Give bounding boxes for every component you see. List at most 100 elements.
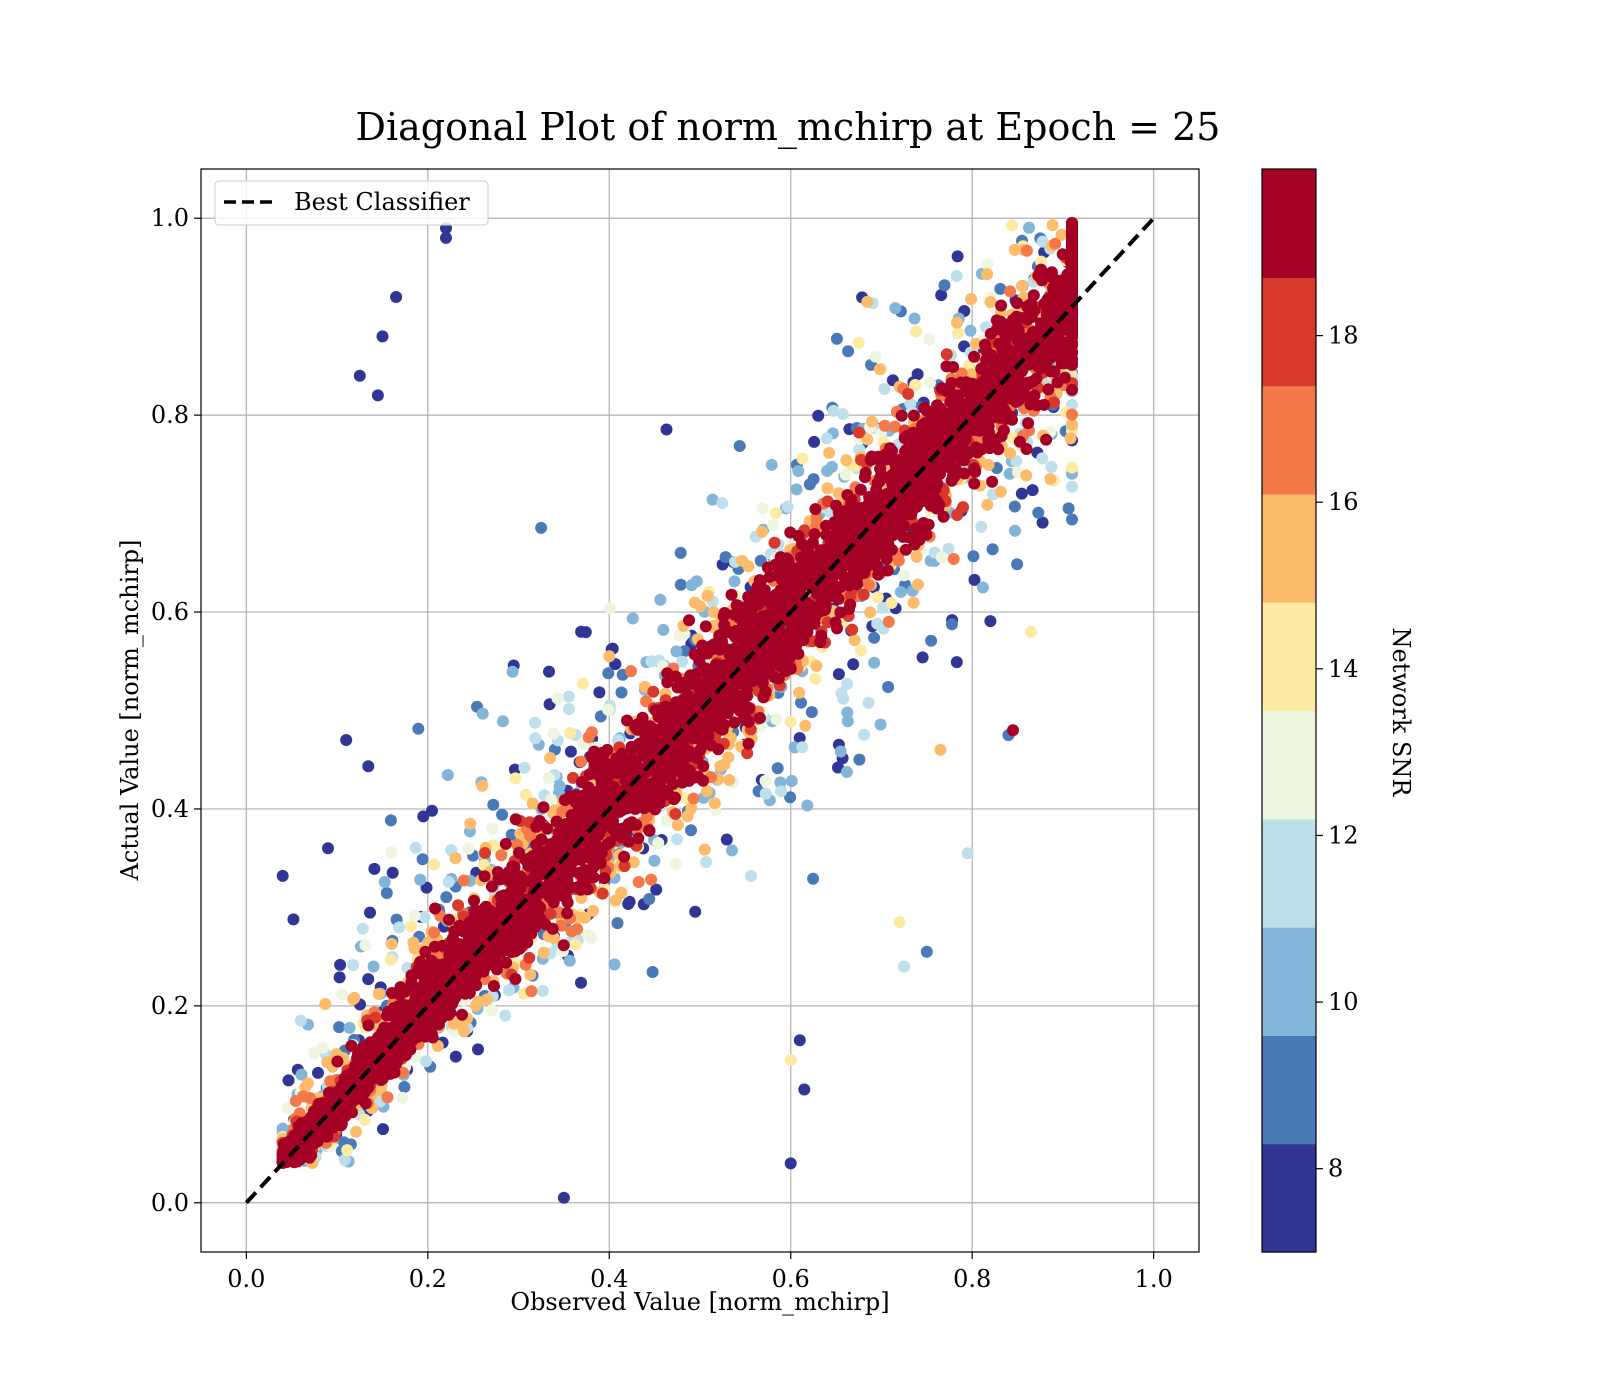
scatter-point bbox=[728, 575, 741, 588]
scatter-point bbox=[414, 873, 427, 886]
scatter-point bbox=[610, 752, 623, 765]
scatter-point bbox=[608, 958, 621, 971]
scatter-point bbox=[1066, 418, 1078, 431]
scatter-point bbox=[1036, 516, 1049, 529]
scatter-point bbox=[1064, 432, 1077, 445]
scatter-point bbox=[496, 715, 509, 728]
scatter-point bbox=[1056, 248, 1069, 261]
scatter-point bbox=[632, 832, 645, 845]
scatter-point bbox=[840, 454, 853, 467]
scatter-point bbox=[407, 936, 420, 949]
scatter-point bbox=[340, 734, 353, 746]
scatter-point bbox=[685, 824, 697, 837]
scatter-point bbox=[621, 714, 633, 727]
scatter-point bbox=[544, 907, 557, 920]
scatter-point bbox=[611, 917, 624, 930]
scatter-point bbox=[648, 854, 661, 867]
scatter-point bbox=[343, 1021, 356, 1034]
scatter-point bbox=[853, 753, 866, 766]
scatter-point bbox=[1004, 447, 1017, 460]
scatter-point bbox=[935, 551, 948, 564]
scatter-point bbox=[1007, 724, 1019, 737]
scatter-point bbox=[569, 938, 582, 951]
scatter-point bbox=[805, 706, 818, 719]
scatter-point bbox=[654, 593, 667, 606]
scatter-point bbox=[741, 747, 754, 760]
scatter-point bbox=[627, 856, 640, 869]
scatter-point bbox=[862, 696, 875, 709]
scatter-point bbox=[469, 999, 482, 1012]
scatter-point bbox=[625, 665, 637, 678]
scatter-point bbox=[1011, 558, 1024, 571]
scatter-point bbox=[669, 857, 682, 870]
scatter-point bbox=[295, 1068, 308, 1081]
scatter-point bbox=[964, 324, 977, 337]
scatter-point bbox=[855, 453, 867, 466]
scatter-point bbox=[646, 966, 659, 978]
scatter-point bbox=[553, 780, 566, 793]
scatter-point bbox=[368, 862, 381, 875]
scatter-point bbox=[577, 677, 589, 690]
scatter-point bbox=[938, 279, 951, 292]
scatter-point bbox=[331, 1055, 344, 1068]
scatter-point bbox=[645, 873, 658, 886]
scatter-point bbox=[878, 383, 891, 395]
scatter-point bbox=[593, 686, 606, 699]
scatter-point bbox=[312, 1066, 324, 1079]
scatter-point bbox=[864, 606, 877, 619]
scatter-point bbox=[376, 330, 389, 343]
scatter-point bbox=[910, 550, 923, 563]
scatter-point bbox=[640, 695, 653, 708]
scatter-point bbox=[733, 440, 746, 452]
scatter-point bbox=[790, 483, 803, 496]
scatter-point bbox=[276, 869, 289, 882]
scatter-point bbox=[541, 822, 554, 835]
scatter-point bbox=[587, 904, 599, 917]
scatter-point bbox=[358, 1113, 371, 1126]
scatter-point bbox=[487, 798, 500, 811]
scatter-point bbox=[1066, 408, 1078, 421]
scatter-point bbox=[618, 850, 631, 863]
scatter-point bbox=[688, 596, 701, 609]
scatter-point bbox=[661, 676, 674, 689]
scatter-point bbox=[909, 379, 922, 391]
scatter-point bbox=[986, 475, 999, 488]
scatter-point bbox=[878, 419, 891, 432]
scatter-point bbox=[359, 939, 372, 952]
scatter-point bbox=[408, 909, 421, 922]
scatter-point bbox=[417, 810, 430, 823]
scatter-point bbox=[874, 718, 887, 731]
scatter-point bbox=[449, 852, 462, 865]
scatter-point bbox=[810, 659, 823, 672]
scatter-point bbox=[333, 1021, 346, 1034]
scatter-point bbox=[951, 250, 964, 263]
scatter-point bbox=[486, 822, 499, 835]
scatter-point bbox=[718, 758, 731, 771]
scatter-point bbox=[596, 887, 609, 900]
scatter-point bbox=[429, 902, 441, 915]
scatter-point bbox=[567, 771, 579, 784]
scatter-point bbox=[775, 785, 788, 798]
scatter-point bbox=[426, 804, 438, 817]
scatter-point bbox=[981, 498, 994, 511]
scatter-point bbox=[994, 485, 1007, 498]
scatter-point bbox=[700, 856, 713, 868]
scatter-point bbox=[380, 887, 393, 899]
scatter-point bbox=[907, 596, 920, 609]
scatter-point bbox=[888, 420, 901, 433]
scatter-point bbox=[885, 596, 898, 609]
scatter-point bbox=[861, 433, 874, 446]
scatter-point bbox=[986, 543, 999, 556]
scatter-point bbox=[647, 685, 660, 698]
scatter-point bbox=[829, 616, 842, 629]
scatter-point bbox=[581, 883, 594, 896]
scatter-point bbox=[671, 833, 683, 846]
scatter-point bbox=[456, 1008, 468, 1021]
scatter-point bbox=[479, 847, 491, 859]
scatter-point bbox=[868, 631, 881, 644]
scatter-point bbox=[832, 761, 844, 774]
scatter-point bbox=[396, 1091, 409, 1104]
scatter-point bbox=[660, 814, 673, 827]
scatter-point bbox=[893, 916, 906, 929]
scatter-point bbox=[345, 1039, 358, 1052]
